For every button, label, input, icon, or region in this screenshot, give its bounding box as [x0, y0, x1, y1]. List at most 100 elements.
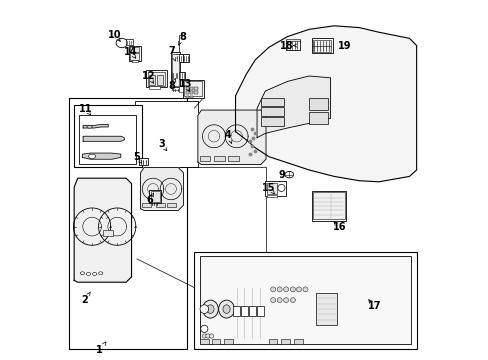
Bar [241, 306, 247, 316]
Ellipse shape [206, 305, 214, 314]
Bar [224, 339, 232, 344]
Bar [131, 59, 138, 62]
Polygon shape [198, 110, 265, 165]
Bar [199, 156, 210, 161]
Bar [184, 81, 202, 96]
Bar [102, 230, 113, 235]
Polygon shape [140, 167, 183, 211]
Bar [149, 190, 161, 203]
Bar [183, 54, 189, 62]
Bar [185, 87, 188, 90]
Bar [260, 107, 284, 116]
Bar [265, 181, 285, 196]
Bar [194, 252, 416, 348]
Bar [308, 98, 327, 110]
Ellipse shape [205, 334, 210, 338]
Bar [172, 72, 179, 79]
Bar [214, 156, 224, 161]
Ellipse shape [270, 287, 275, 292]
Bar [199, 256, 410, 344]
Bar [190, 96, 193, 98]
Ellipse shape [296, 287, 301, 292]
Bar [293, 339, 302, 344]
Text: 9: 9 [278, 170, 285, 180]
Bar [233, 306, 239, 316]
Bar [185, 91, 188, 94]
Text: 8: 8 [168, 81, 175, 91]
Text: 10: 10 [108, 30, 121, 40]
Bar [172, 54, 179, 86]
Bar [142, 203, 151, 207]
Bar [311, 191, 346, 221]
Text: 7: 7 [168, 46, 175, 56]
Bar [190, 87, 193, 90]
Bar [285, 39, 300, 41]
Ellipse shape [283, 287, 288, 292]
Bar [194, 91, 197, 94]
Ellipse shape [86, 126, 92, 128]
Bar [311, 39, 332, 53]
Bar [185, 96, 188, 98]
Bar [130, 53, 139, 59]
Text: 8: 8 [179, 32, 186, 41]
Ellipse shape [277, 184, 285, 192]
Ellipse shape [201, 325, 207, 332]
Bar [139, 158, 147, 165]
Text: 19: 19 [337, 41, 350, 50]
Ellipse shape [277, 287, 282, 292]
Ellipse shape [223, 305, 230, 314]
Bar [145, 70, 166, 87]
Bar [266, 183, 276, 194]
Ellipse shape [80, 272, 84, 275]
Ellipse shape [303, 287, 307, 292]
Bar [183, 80, 203, 98]
Bar [260, 117, 284, 126]
Ellipse shape [209, 334, 213, 338]
Ellipse shape [218, 300, 234, 318]
Ellipse shape [116, 39, 127, 48]
Bar [316, 293, 336, 325]
Ellipse shape [86, 273, 90, 275]
Bar [69, 98, 187, 348]
Bar [74, 105, 142, 167]
Bar [129, 46, 140, 61]
Bar [172, 87, 179, 90]
Text: 5: 5 [133, 152, 139, 162]
Ellipse shape [283, 298, 288, 303]
Polygon shape [82, 153, 121, 159]
Ellipse shape [99, 272, 102, 275]
Bar [151, 191, 159, 202]
Bar [148, 86, 159, 89]
Polygon shape [74, 178, 131, 282]
Bar [249, 306, 255, 316]
Text: 18: 18 [280, 41, 293, 50]
Text: 1: 1 [96, 345, 102, 355]
Polygon shape [83, 125, 108, 128]
Bar [200, 339, 208, 344]
Bar [308, 112, 327, 125]
Bar [156, 75, 163, 85]
Bar [148, 75, 155, 85]
Bar [260, 98, 284, 106]
Bar [313, 192, 344, 220]
Bar [79, 116, 136, 164]
Text: 11: 11 [79, 104, 93, 114]
Ellipse shape [290, 298, 295, 303]
Text: 2: 2 [81, 295, 88, 305]
Bar [228, 156, 239, 161]
Bar [313, 40, 330, 51]
Ellipse shape [202, 300, 218, 318]
Polygon shape [235, 26, 416, 182]
Bar [285, 40, 300, 50]
Bar [175, 54, 183, 62]
Ellipse shape [92, 273, 97, 275]
Ellipse shape [290, 287, 295, 292]
Bar [179, 72, 184, 79]
Text: 12: 12 [142, 71, 155, 81]
Text: 6: 6 [146, 195, 153, 205]
Bar [135, 101, 198, 167]
Text: 14: 14 [123, 46, 137, 57]
Ellipse shape [88, 154, 96, 158]
Bar [211, 339, 220, 344]
Bar [155, 203, 164, 207]
